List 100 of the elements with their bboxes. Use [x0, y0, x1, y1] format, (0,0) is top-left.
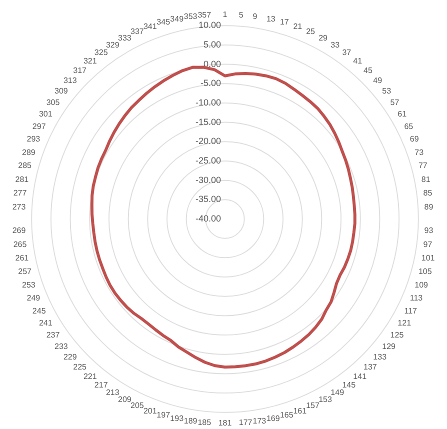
spoke-label: 341	[143, 22, 158, 32]
spoke-label: 13	[266, 14, 276, 24]
spoke-label: 245	[32, 306, 46, 316]
spoke-label: 277	[13, 188, 28, 198]
spoke-label: 81	[421, 174, 431, 184]
spoke-label: 161	[293, 406, 308, 416]
spoke-label: 173	[252, 416, 267, 426]
spoke-label: 101	[421, 254, 436, 263]
y-tick-label: -30.00	[195, 174, 221, 185]
spoke-label: 189	[184, 416, 198, 426]
spoke-label: 113	[410, 294, 424, 303]
spoke-label: 221	[83, 372, 98, 381]
y-tick-label: -20.00	[195, 136, 221, 146]
y-tick-label: -5.00	[200, 78, 221, 88]
spoke-label: 237	[46, 330, 60, 340]
spoke-label: 89	[424, 202, 434, 212]
spoke-label: 349	[170, 14, 184, 24]
spoke-label: 309	[54, 86, 68, 96]
spoke-label: 9	[252, 12, 258, 21]
spoke-label: 217	[94, 380, 108, 390]
spoke-label: 77	[418, 161, 428, 170]
spoke-label: 257	[18, 267, 32, 276]
spoke-label: 317	[73, 66, 88, 75]
spoke-label: 329	[106, 40, 120, 50]
spoke-label: 61	[398, 110, 408, 119]
y-tick-label: 5.00	[203, 39, 221, 50]
spoke-label: 269	[12, 226, 26, 235]
spoke-label: 289	[22, 148, 36, 157]
spoke-label: 33	[330, 40, 340, 50]
spoke-label: 193	[170, 414, 184, 424]
spoke-label: 209	[118, 395, 132, 404]
y-tick-label: -35.00	[195, 194, 221, 204]
y-tick-label: -15.00	[195, 116, 221, 127]
spoke-label: 49	[373, 76, 383, 85]
spoke-label: 201	[143, 406, 158, 416]
spoke-label: 1	[222, 10, 228, 20]
spoke-label: 253	[22, 280, 36, 290]
spoke-label: 233	[54, 342, 68, 351]
spoke-label: 141	[353, 372, 368, 381]
spoke-label: 169	[266, 414, 280, 424]
spoke-label: 93	[424, 226, 434, 235]
spoke-label: 97	[423, 240, 433, 249]
spoke-label: 205	[130, 401, 144, 410]
spoke-label: 133	[373, 352, 388, 362]
spoke-label: 37	[342, 48, 352, 58]
y-tick-label: -25.00	[195, 155, 221, 166]
spoke-label: 197	[156, 410, 171, 420]
y-tick-label: -40.00	[195, 213, 221, 224]
spoke-label: 73	[414, 148, 424, 157]
spoke-label: 241	[38, 318, 53, 328]
spoke-label: 149	[330, 388, 345, 398]
spoke-label: 185	[198, 418, 212, 427]
spoke-label: 177	[238, 418, 253, 427]
spoke-label: 321	[83, 56, 98, 66]
spoke-label: 85	[423, 188, 433, 198]
spoke-label: 21	[293, 22, 303, 32]
spoke-label: 41	[353, 56, 363, 66]
spoke-label: 109	[414, 280, 429, 290]
spoke-label: 213	[106, 388, 120, 398]
spoke-label: 345	[156, 18, 171, 27]
spoke-label: 325	[94, 48, 108, 58]
spoke-label: 337	[130, 27, 144, 36]
spoke-label: 53	[382, 86, 392, 96]
spoke-label: 29	[318, 33, 328, 42]
spoke-label: 249	[26, 294, 41, 303]
spoke-label: 353	[184, 12, 198, 21]
y-tick-label: 0.00	[203, 58, 221, 69]
spoke-label: 297	[32, 122, 46, 131]
spoke-label: 65	[404, 122, 414, 131]
spoke-label: 305	[46, 98, 60, 107]
spoke-label: 137	[364, 362, 378, 372]
spoke-label: 69	[410, 134, 420, 144]
spoke-label: 285	[18, 161, 32, 170]
spoke-label: 5	[238, 10, 244, 20]
spoke-label: 225	[73, 362, 88, 372]
spoke-label: 333	[118, 33, 132, 42]
y-tick-label: -10.00	[195, 97, 221, 108]
spoke-label: 129	[382, 342, 396, 351]
spoke-label: 293	[26, 134, 41, 144]
spoke-label: 145	[342, 380, 356, 390]
spoke-label: 25	[306, 27, 316, 36]
spoke-label: 117	[404, 306, 418, 316]
spoke-label: 57	[390, 98, 400, 107]
y-tick-label: 10.00	[198, 20, 221, 30]
spoke-label: 265	[13, 240, 28, 249]
spoke-label: 313	[63, 76, 78, 85]
spoke-label: 181	[218, 418, 232, 428]
spoke-label: 153	[318, 395, 333, 404]
spoke-label: 121	[398, 318, 412, 328]
spoke-label: 357	[198, 10, 212, 20]
spoke-label: 125	[390, 330, 404, 340]
spoke-label: 229	[63, 352, 78, 362]
spoke-label: 273	[12, 202, 26, 212]
spoke-label: 165	[280, 410, 294, 420]
spoke-label: 261	[15, 254, 30, 263]
spoke-label: 105	[418, 267, 432, 276]
spoke-label: 45	[364, 66, 373, 75]
spoke-label: 301	[38, 110, 53, 119]
spoke-label: 157	[306, 401, 320, 410]
spoke-label: 281	[15, 174, 30, 184]
